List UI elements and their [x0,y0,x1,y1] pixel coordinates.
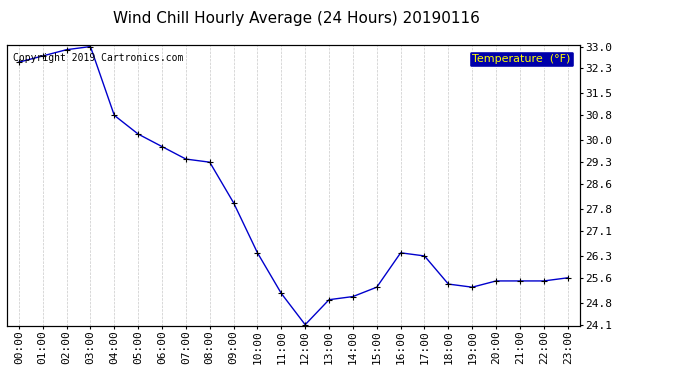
Legend: Temperature  (°F): Temperature (°F) [469,51,574,67]
Text: Copyright 2019 Cartronics.com: Copyright 2019 Cartronics.com [12,54,183,63]
Text: Wind Chill Hourly Average (24 Hours) 20190116: Wind Chill Hourly Average (24 Hours) 201… [113,11,480,26]
